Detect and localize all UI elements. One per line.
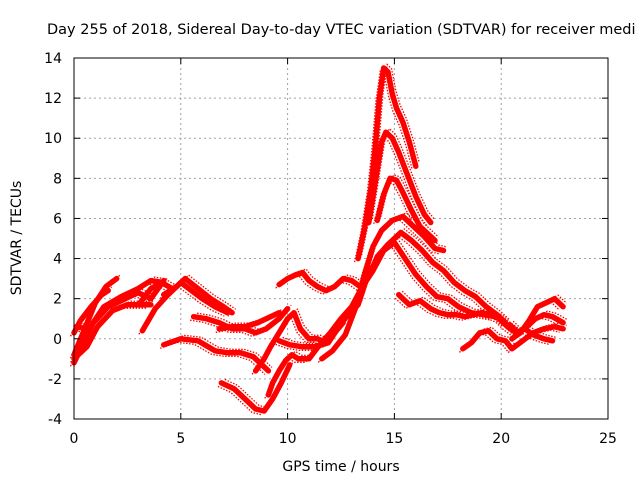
- series-line: [218, 362, 293, 414]
- series-marker-hatch: [508, 301, 561, 343]
- chart-title: Day 255 of 2018, Sidereal Day-to-day VTE…: [47, 22, 636, 38]
- series-line: [137, 279, 176, 306]
- series-marker-hatch: [360, 63, 420, 256]
- series-marker-hatch: [364, 134, 428, 227]
- y-tick-label: 0: [53, 332, 62, 348]
- series-marker-hatch: [515, 294, 568, 336]
- series-marker-hatch: [371, 127, 435, 220]
- series-marker-hatch: [189, 311, 285, 337]
- series-marker-hatch: [275, 265, 373, 351]
- series-track: [217, 361, 294, 416]
- series-track: [70, 300, 155, 363]
- series-marker-hatch: [72, 283, 161, 334]
- series-marker-hatch: [324, 212, 448, 356]
- y-tick-label: 8: [53, 171, 62, 187]
- series-marker-hatch: [76, 286, 113, 330]
- series-marker-hatch: [380, 173, 439, 238]
- series-track: [373, 173, 439, 245]
- series-line: [276, 229, 509, 326]
- plot-frame: [73, 57, 609, 420]
- series-marker-hatch: [353, 70, 413, 263]
- y-tick-label: 10: [44, 131, 62, 147]
- series-marker-hatch: [317, 219, 441, 363]
- y-tick-label: -2: [48, 372, 62, 388]
- x-tick-label: 25: [599, 431, 617, 447]
- series-track: [275, 228, 510, 327]
- series-marker-hatch: [143, 278, 177, 300]
- series-line: [319, 213, 447, 362]
- series-marker-hatch: [217, 368, 287, 416]
- x-tick-label: 0: [70, 431, 79, 447]
- series-marker-hatch: [282, 258, 380, 344]
- y-tick-label: 14: [44, 51, 62, 67]
- series-line: [355, 65, 419, 262]
- series-track: [136, 278, 177, 307]
- series-marker-hatch: [136, 285, 170, 307]
- series-line: [366, 129, 434, 226]
- series-marker-hatch: [222, 308, 283, 326]
- series-marker-hatch: [224, 361, 294, 409]
- series-marker-hatch: [69, 283, 161, 367]
- series-track: [159, 274, 236, 317]
- series-line: [73, 277, 167, 332]
- series-marker-hatch: [505, 317, 560, 338]
- x-axis-label: GPS time / hours: [282, 459, 399, 475]
- series-marker-hatch: [70, 307, 148, 363]
- series-marker-hatch: [512, 310, 567, 331]
- series-line: [160, 275, 235, 316]
- x-tick-label: 5: [176, 431, 185, 447]
- series-marker-hatch: [215, 315, 276, 333]
- data-series: [69, 63, 568, 416]
- y-axis-label: SDTVAR / TECUs: [9, 181, 25, 296]
- series-marker-hatch: [77, 300, 155, 356]
- y-tick-label: 4: [53, 252, 62, 268]
- y-tick-label: 6: [53, 211, 62, 227]
- series-track: [508, 294, 568, 343]
- series-track: [364, 127, 435, 227]
- series-track: [72, 276, 168, 334]
- series-marker-hatch: [159, 281, 229, 317]
- series-marker-hatch: [458, 329, 560, 354]
- x-tick-label: 15: [385, 431, 403, 447]
- series-marker-hatch: [76, 274, 121, 352]
- series-track: [138, 278, 232, 335]
- series-marker-hatch: [282, 228, 510, 320]
- series-marker-hatch: [69, 281, 114, 359]
- series-marker-hatch: [79, 276, 168, 327]
- series-marker-hatch: [275, 235, 503, 327]
- series-line: [160, 336, 272, 374]
- y-tick-label: -4: [48, 412, 62, 428]
- series-track: [317, 212, 448, 363]
- series-line: [509, 295, 566, 342]
- series-line: [265, 239, 498, 398]
- series-track: [189, 304, 292, 337]
- series-marker-hatch: [373, 180, 432, 245]
- grid: [74, 58, 608, 419]
- axis-ticks: 0 5 10 15 20 25 -4 -2 0 2 4 6 8 10 12 14: [44, 51, 617, 447]
- x-tick-label: 10: [279, 431, 297, 447]
- series-marker-hatch: [76, 276, 168, 360]
- y-tick-label: 12: [44, 91, 62, 107]
- series-track: [159, 334, 273, 375]
- series-track: [215, 308, 283, 333]
- series-line: [374, 175, 438, 244]
- series-line: [216, 309, 282, 332]
- x-tick-label: 20: [492, 431, 510, 447]
- y-tick-label: 2: [53, 292, 62, 308]
